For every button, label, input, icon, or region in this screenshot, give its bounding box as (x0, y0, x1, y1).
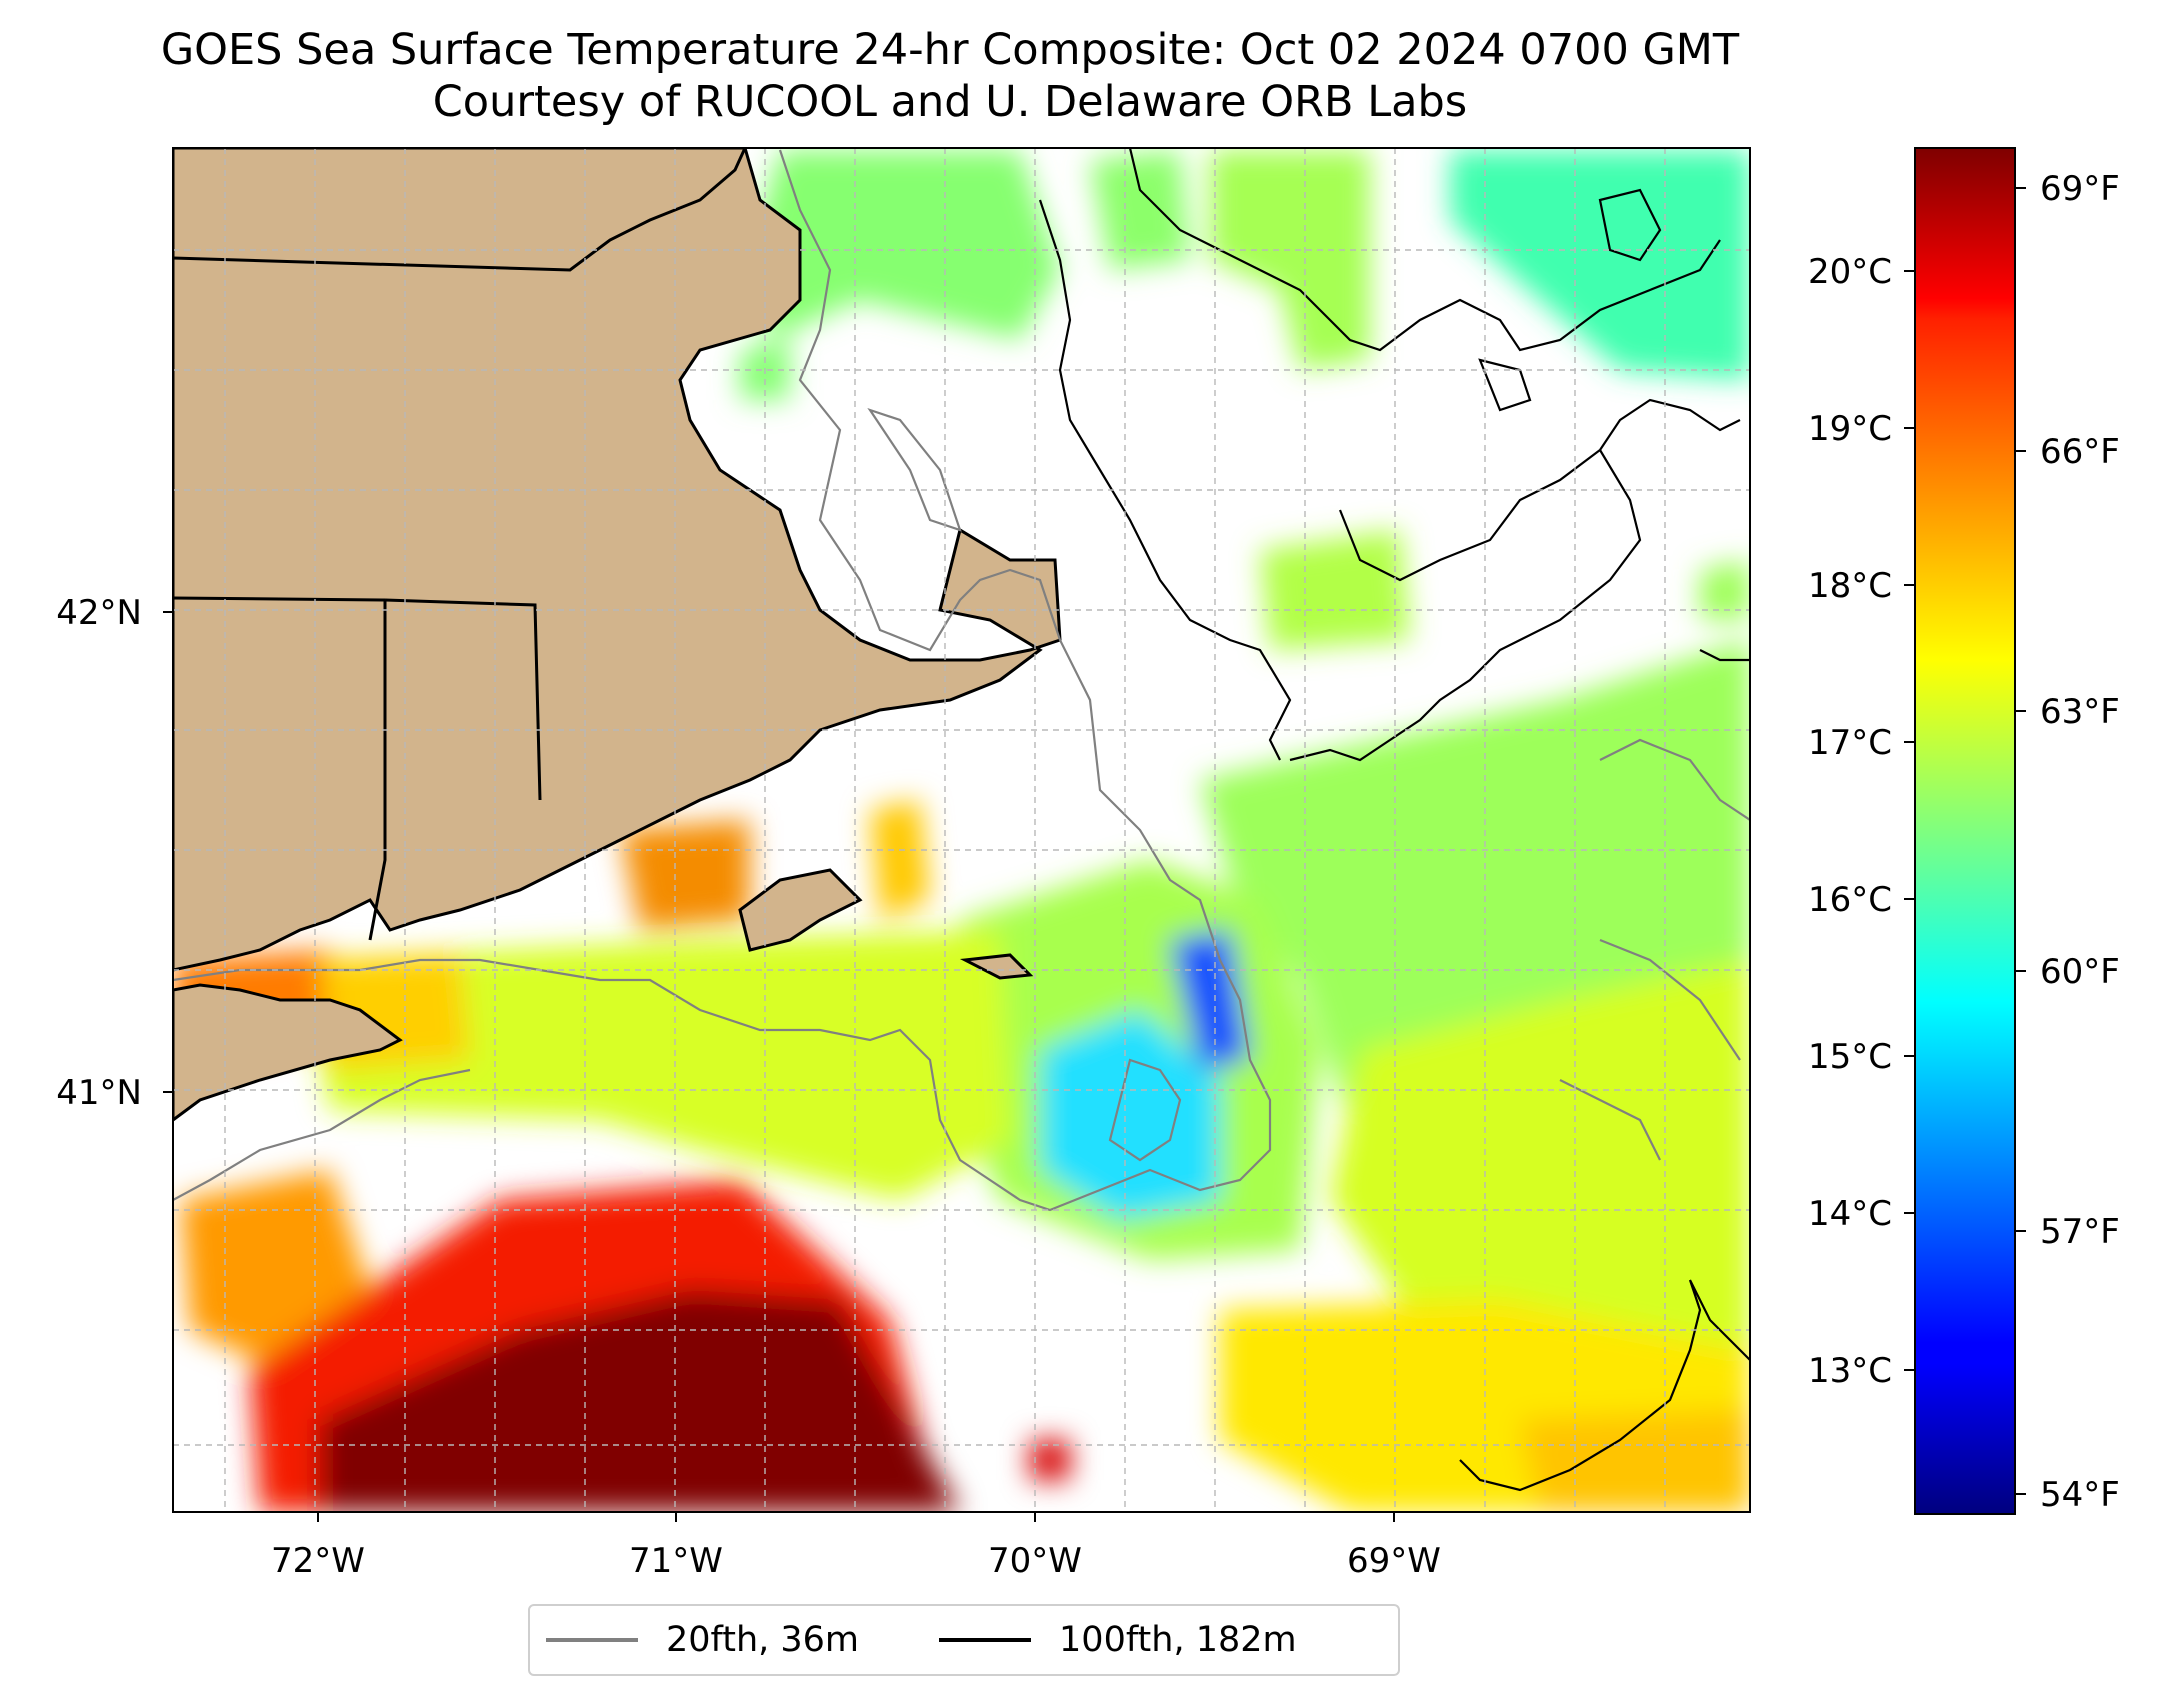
border-ri-ma (384, 598, 542, 801)
sst-southeast-orange (1520, 1410, 1750, 1512)
lon-label-70w: 70°W (988, 1541, 1082, 1581)
map-panel (173, 148, 1750, 1512)
lon-label-72w: 72°W (271, 1541, 365, 1581)
legend-label-100fth: 100fth, 182m (1059, 1620, 1297, 1660)
land-long-island (173, 983, 403, 1122)
legend-swatch-100fth (939, 1638, 1032, 1642)
sst-north-green3 (1210, 150, 1370, 370)
sst-north-green2 (1090, 150, 1190, 270)
lat-label-41n: 41°N (56, 1073, 142, 1113)
sst-ne-green-small (1700, 560, 1750, 620)
map-frame (172, 147, 1751, 1513)
cbar-c-label-13: 13°C (1808, 1351, 1892, 1391)
border-ct-ri (368, 600, 387, 941)
lon-label-71w: 71°W (629, 1541, 723, 1581)
gridlines (173, 148, 1750, 1512)
cbar-c-label-15: 15°C (1808, 1037, 1892, 1077)
sst-ri-orange (620, 820, 750, 930)
land-marthas-vineyard (738, 868, 863, 952)
cbar-c-label-19: 19°C (1808, 409, 1892, 449)
isobath-100fth (1038, 148, 1750, 1492)
sst-north-green (750, 150, 1060, 340)
sst-gom-green (1260, 530, 1410, 650)
cbar-f-label-57: 57°F (2040, 1212, 2120, 1252)
cbar-c-label-17: 17°C (1808, 723, 1892, 763)
axis-ticks (163, 611, 1395, 1522)
sst-sw-darkred (320, 1290, 960, 1512)
cbar-c-label-14: 14°C (1808, 1194, 1892, 1234)
colorbar-gradient (1914, 147, 2016, 1515)
land-massachusetts (173, 148, 1062, 972)
sst-east-yellow (1330, 960, 1750, 1350)
legend-label-20fth: 20fth, 36m (666, 1620, 860, 1660)
colorbar-ticks (1904, 187, 2026, 1495)
land-nantucket (959, 953, 1034, 980)
lon-label-69w: 69°W (1347, 1541, 1441, 1581)
isobath-20fth (173, 149, 1750, 1212)
border-ct-ma (173, 596, 386, 602)
colorbar: 69°F 66°F 63°F 60°F 57°F 54°F 20°C 19°C … (1808, 147, 2120, 1515)
legend: 20fth, 36m 100fth, 182m (528, 1604, 1400, 1676)
legend-item-100fth: 100fth, 182m (939, 1620, 1297, 1660)
legend-item-20fth: 20fth, 36m (546, 1620, 859, 1660)
title-line-2: Courtesy of RUCOOL and U. Delaware ORB L… (432, 77, 1468, 127)
sst-west-belt (300, 930, 1010, 1200)
lat-label-42n: 42°N (56, 593, 142, 633)
cbar-f-label-60: 60°F (2040, 952, 2120, 992)
cbar-f-label-63: 63°F (2040, 692, 2120, 732)
title-line-1: GOES Sea Surface Temperature 24-hr Compo… (160, 25, 1740, 75)
cbar-c-label-16: 16°C (1808, 880, 1892, 920)
state-borders (173, 148, 747, 941)
border-ma-nh (173, 148, 747, 272)
sst-ri-yellow (870, 800, 930, 920)
cbar-c-label-18: 18°C (1808, 566, 1892, 606)
cbar-f-label-69: 69°F (2040, 169, 2120, 209)
sst-blue-patch (1170, 930, 1250, 1070)
sst-cyan-patch (1040, 1010, 1220, 1220)
cbar-c-label-20: 20°C (1808, 252, 1892, 292)
cbar-f-label-66: 66°F (2040, 432, 2120, 472)
cbar-f-label-54: 54°F (2040, 1475, 2120, 1515)
sst-northeast-cyan (1450, 150, 1750, 380)
sst-sw-red-small (1030, 1440, 1070, 1480)
legend-swatch-20fth (546, 1638, 638, 1642)
map-title: GOES Sea Surface Temperature 24-hr Compo… (0, 24, 1900, 128)
land (173, 148, 1062, 1122)
